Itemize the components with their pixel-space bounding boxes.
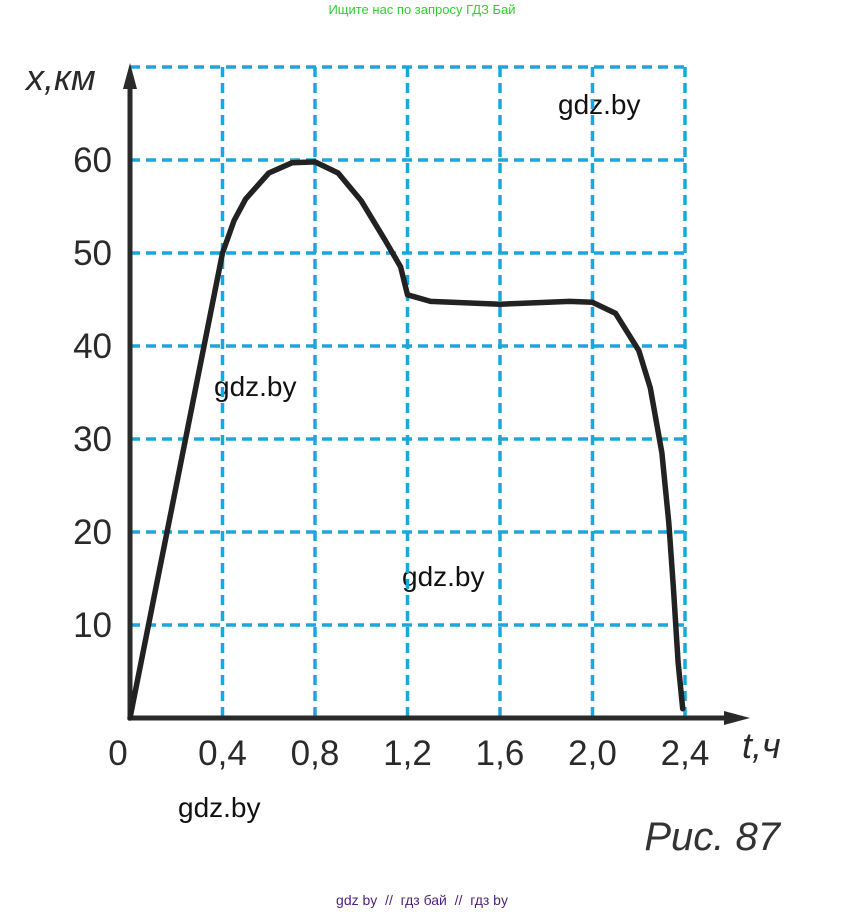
y-axis-arrow xyxy=(123,63,137,89)
y-tick-label: 50 xyxy=(73,234,112,273)
y-tick-label: 40 xyxy=(73,327,112,366)
y-tick-label: 60 xyxy=(73,141,112,180)
x-tick-label: 1,2 xyxy=(383,734,432,773)
line-series xyxy=(127,159,686,721)
y-tick-label: 20 xyxy=(73,513,112,552)
header: Ищите нас по запросу ГДЗ Бай xyxy=(328,2,515,17)
y-axis-label: x,км xyxy=(24,57,96,98)
x-tick-label: 0,8 xyxy=(291,734,340,773)
watermark: gdz.by xyxy=(558,89,641,120)
footer: gdz by // гдз бай // гдз by xyxy=(336,892,508,908)
y-tick-label: 30 xyxy=(73,420,112,459)
watermark: gdz.by xyxy=(214,371,297,402)
figure-caption: Рис. 87 xyxy=(644,815,781,859)
y-tick-label: 10 xyxy=(73,606,112,645)
x-tick-label: 2,4 xyxy=(661,734,710,773)
watermark: gdz.by xyxy=(178,792,261,823)
x-axis-label: t,ч xyxy=(742,725,781,766)
x-tick-label: 0,4 xyxy=(198,734,247,773)
x-tick-label: 2,0 xyxy=(568,734,617,773)
x-tick-label: 0 xyxy=(108,734,127,773)
x-axis-arrow xyxy=(724,711,750,725)
watermark: gdz.by xyxy=(402,561,485,592)
x-tick-label: 1,6 xyxy=(476,734,525,773)
